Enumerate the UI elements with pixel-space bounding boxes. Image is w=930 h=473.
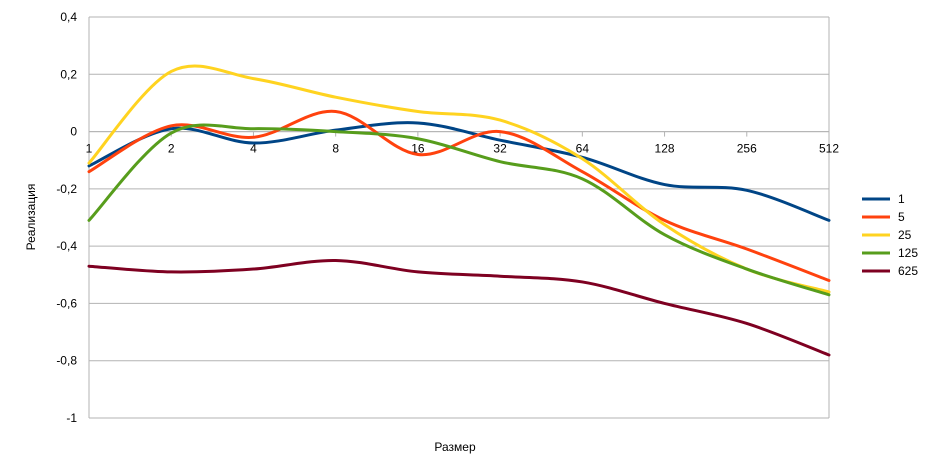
y-tick-label: 0 [70,125,77,139]
x-tick-label: 16 [411,142,425,156]
x-tick-label: 1 [86,142,93,156]
series-line-25 [87,64,831,294]
x-tick-label: 256 [737,142,757,156]
y-tick-label: 0,2 [60,67,77,81]
x-tick-label: 64 [576,142,590,156]
legend-label-25: 25 [898,228,912,242]
y-axis-tick-labels: -1 -0,8 -0,6 -0,4 -0,2 0 0,2 0,4 [56,10,77,425]
legend-label-5: 5 [898,210,905,224]
legend: 1 5 25 125 625 [862,192,918,278]
y-tick-label: -1 [66,411,77,425]
legend-label-1: 1 [898,192,905,206]
gridlines [88,16,830,419]
x-axis-title: Размер [434,440,476,454]
series-lines [87,64,831,357]
x-tick-label: 32 [493,142,507,156]
legend-label-125: 125 [898,246,918,260]
x-tick-label: 8 [332,142,339,156]
y-tick-label: -0,6 [56,296,77,310]
y-tick-label: -0,2 [56,182,77,196]
x-tick-label: 2 [168,142,175,156]
series-line-1 [87,121,831,222]
x-tick-label: 128 [655,142,675,156]
series-line-125 [87,123,831,297]
x-tick-label: 512 [819,142,839,156]
y-tick-label: 0,4 [60,10,77,24]
series-line-5 [87,109,831,283]
y-axis-title: Реализация [24,184,38,251]
series-line-625 [87,258,831,357]
x-tick-label: 4 [250,142,257,156]
legend-label-625: 625 [898,264,918,278]
y-tick-label: -0,8 [56,354,77,368]
y-tick-label: -0,4 [56,239,77,253]
